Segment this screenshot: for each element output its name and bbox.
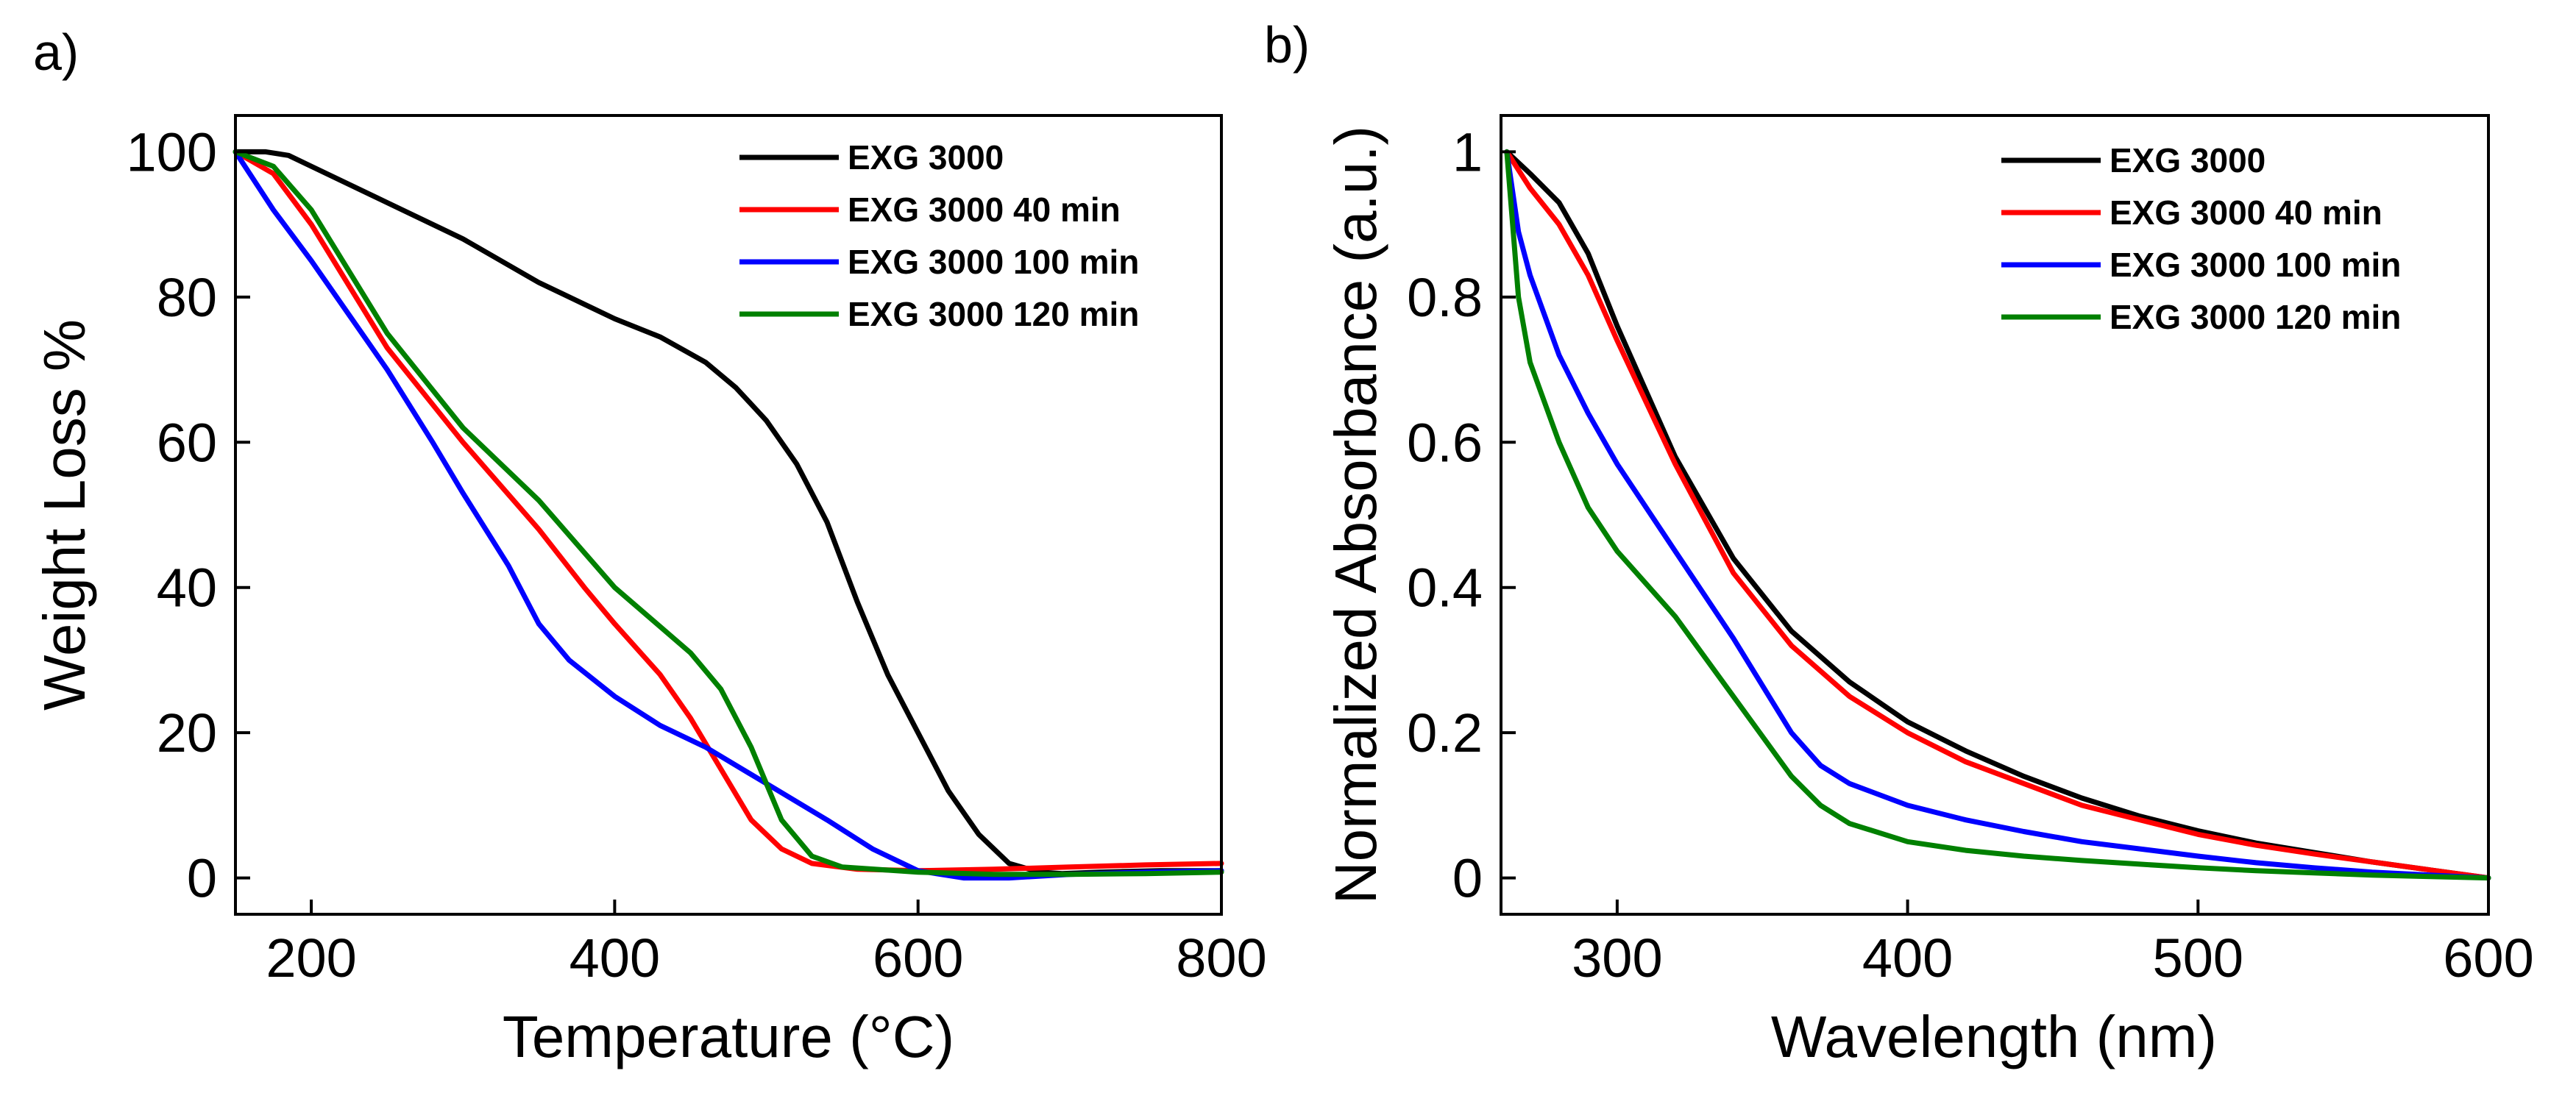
panel-label-a: a) xyxy=(33,24,79,81)
y-axis-title-b: Normalized Absorbance (a.u.) xyxy=(1323,126,1388,904)
series-layer-b xyxy=(1504,149,2491,881)
legend-label-exg-3000-a: EXG 3000 xyxy=(848,138,1004,177)
x-axis-title-a: Temperature (°C) xyxy=(503,1004,954,1069)
legend-label-exg-3000-100min-a: EXG 3000 100 min xyxy=(848,243,1139,281)
series-line-b-1 xyxy=(1504,149,2491,881)
panel-label-b: b) xyxy=(1264,16,1310,74)
y-tick-label-b-2: 0.4 xyxy=(1407,558,1483,619)
x-tick-label-a-3: 800 xyxy=(1176,928,1266,989)
legend-label-exg-3000-40min-a: EXG 3000 40 min xyxy=(848,191,1121,229)
legend-b: EXG 3000 EXG 3000 40 min EXG 3000 100 mi… xyxy=(2001,141,2401,336)
x-tick-label-b-3: 600 xyxy=(2443,928,2533,989)
y-tick-label-a-3: 60 xyxy=(157,412,217,473)
legend-label-exg-3000-40min-b: EXG 3000 40 min xyxy=(2110,193,2382,232)
y-tick-label-b-5: 1 xyxy=(1452,121,1483,182)
tick-layer-b: 300 400 500 600 0 0.2 0.4 0.6 0.8 1 xyxy=(1407,121,2534,989)
series-line-a-2 xyxy=(233,149,1224,881)
legend-label-exg-3000-120min-b: EXG 3000 120 min xyxy=(2110,298,2401,336)
x-tick-label-b-1: 400 xyxy=(1862,928,1953,989)
series-line-a-1 xyxy=(233,149,1224,874)
y-axis-title-a: Weight Loss % xyxy=(32,319,97,711)
series-line-a-3 xyxy=(233,149,1224,877)
x-tick-label-b-2: 500 xyxy=(2153,928,2243,989)
y-tick-label-a-0: 0 xyxy=(187,848,217,909)
plot-frame-a xyxy=(234,114,1223,916)
y-tick-label-b-4: 0.8 xyxy=(1407,267,1483,328)
x-tick-label-a-2: 600 xyxy=(873,928,963,989)
legend-label-exg-3000-100min-b: EXG 3000 100 min xyxy=(2110,246,2401,284)
x-axis-title-b: Wavelength (nm) xyxy=(1771,1004,2217,1069)
series-line-a-0 xyxy=(233,149,1224,877)
y-tick-label-b-1: 0.2 xyxy=(1407,702,1483,763)
y-tick-label-b-3: 0.6 xyxy=(1407,412,1483,473)
y-tick-label-a-4: 80 xyxy=(157,267,217,328)
x-tick-label-b-0: 300 xyxy=(1572,928,1662,989)
y-tick-label-a-2: 40 xyxy=(157,558,217,619)
series-line-b-2 xyxy=(1504,149,2491,881)
y-tick-label-a-1: 20 xyxy=(157,702,217,763)
legend-label-exg-3000-b: EXG 3000 xyxy=(2110,141,2265,179)
series-layer-a xyxy=(233,149,1224,881)
chart-panel-b: b) 300 400 500 600 0 0.2 0.4 0.6 0.8 1 Wavelength… xyxy=(1264,16,2534,1069)
x-tick-label-a-0: 200 xyxy=(266,928,356,989)
y-tick-label-a-5: 100 xyxy=(127,121,217,182)
series-line-b-3 xyxy=(1504,149,2491,881)
chart-panel-a: a) 200 400 600 800 0 20 40 60 80 100 Temperature … xyxy=(32,24,1267,1069)
legend-a: EXG 3000 EXG 3000 40 min EXG 3000 100 mi… xyxy=(739,138,1139,333)
legend-label-exg-3000-120min-a: EXG 3000 120 min xyxy=(848,295,1139,333)
y-tick-label-b-0: 0 xyxy=(1452,848,1483,909)
plot-frame-b xyxy=(1500,114,2490,916)
tick-layer-a: 200 400 600 800 0 20 40 60 80 100 xyxy=(127,121,1267,989)
x-tick-label-a-1: 400 xyxy=(570,928,660,989)
